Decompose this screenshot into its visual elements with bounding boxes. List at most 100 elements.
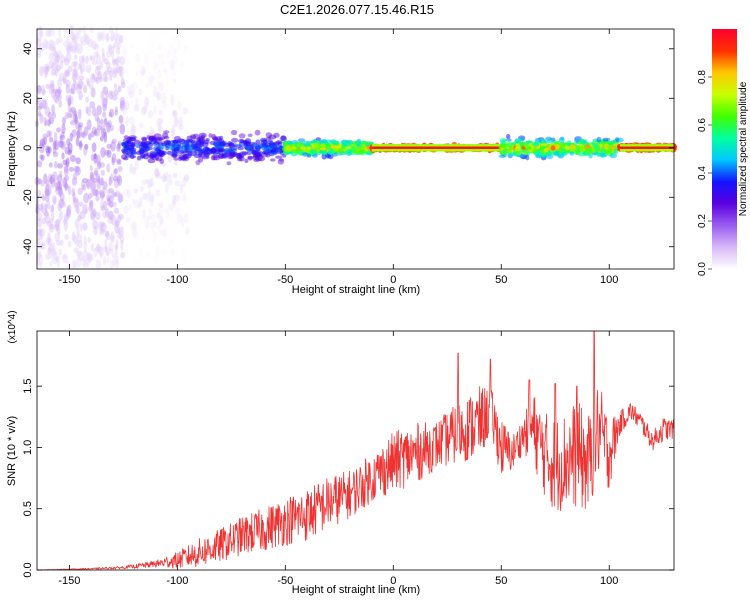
spectrogram-cell (95, 53, 101, 65)
spectrogram-cell (103, 200, 108, 211)
spectrogram-cell (65, 83, 70, 94)
spectrogram-cell (38, 241, 44, 250)
spectrogram-cell (172, 110, 177, 116)
x-tick-label: -100 (166, 575, 188, 587)
spectrogram-cell (56, 89, 62, 95)
spectrogram-cell (113, 83, 118, 90)
spectrogram-cell (93, 43, 100, 51)
spectrogram-cell (50, 174, 56, 183)
spectrogram-cell (262, 139, 268, 144)
spectrogram-cell (124, 68, 130, 76)
spectrogram-cell (108, 201, 114, 208)
spectrogram-cell (78, 239, 83, 249)
spectrogram-cell (57, 87, 62, 95)
spectrogram-cell (310, 140, 318, 144)
spectrogram-cell (67, 42, 72, 49)
spectrogram-cell (174, 180, 181, 187)
spectrogram-cell (123, 32, 129, 39)
spectrogram-cell (75, 28, 81, 36)
spectrogram-cell (62, 202, 67, 208)
spectrogram-cell (84, 143, 89, 151)
spectrogram-cell (104, 208, 110, 218)
spectrogram-cell (48, 130, 53, 138)
spectrogram-cell (65, 159, 70, 166)
spectrogram-cell (86, 106, 92, 117)
y-tick-label: 1.5 (22, 379, 34, 394)
spectrogram-cell (43, 211, 50, 217)
spectrogram-cell (69, 154, 76, 163)
spectrogram-cell (90, 190, 94, 198)
spectrogram-cell (87, 252, 92, 263)
spectrogram-cell (112, 175, 119, 182)
spectrogram-cell (37, 218, 42, 228)
colorbar-tick-label: 0.0 (697, 262, 708, 276)
spectrogram-cell (130, 123, 136, 135)
spectrogram-cell (47, 247, 52, 254)
spectrogram-cell (68, 107, 74, 119)
spectrogram-cell (147, 214, 151, 221)
spectrogram-cell (78, 55, 85, 64)
spectrogram-cell (39, 139, 45, 147)
y-tick-label: 0.5 (22, 501, 34, 516)
spectrogram-cell (40, 228, 46, 237)
spectrogram-cell (269, 158, 276, 162)
spectrogram-cell (270, 148, 277, 153)
spectrogram-cell (115, 218, 119, 229)
spectrogram-cell (265, 148, 270, 153)
spectrogram-cell (186, 135, 193, 141)
spectrogram-cell (77, 124, 83, 131)
spectrogram-cell (170, 94, 175, 106)
spectrogram-cell (187, 151, 193, 156)
spectrogram-cell (59, 134, 63, 144)
spectrogram-cell (247, 133, 253, 138)
spectrogram-cell (244, 158, 249, 164)
spectrogram-cell (157, 122, 162, 132)
spectrogram-cell (103, 255, 106, 266)
spectrogram-cell (107, 216, 114, 224)
spectrogram-cell (92, 208, 97, 217)
spectrogram-cell (107, 43, 113, 52)
spectrogram-cell (148, 195, 154, 201)
spectrogram-cell (99, 252, 103, 259)
spectrogram-cell (73, 66, 78, 76)
spectrogram-cell (159, 152, 164, 158)
spectrogram-cell (173, 172, 178, 179)
spectrogram-cell (72, 197, 79, 204)
spectrogram-cell (76, 83, 82, 94)
spectrogram-cell (87, 237, 91, 243)
spectrogram-x-ticks: -150 -100 -50 0 50 100 (58, 29, 618, 286)
y-tick-label: -40 (22, 239, 34, 255)
spectrogram-cell (76, 32, 81, 39)
spectrogram-cell (91, 73, 96, 80)
spectrogram-cell (104, 117, 108, 126)
spectrogram-cell (75, 166, 81, 176)
spectrogram-cell (67, 240, 72, 248)
spectrogram-cell (44, 41, 51, 50)
spectrogram-cell (71, 129, 77, 138)
spectrogram-cell (64, 181, 68, 192)
spectrogram-cell (172, 199, 176, 207)
spectrogram-cell (101, 246, 107, 252)
spectrogram-cell (253, 158, 260, 162)
spectrogram-cell (65, 70, 71, 77)
spectrogram-cell (105, 33, 110, 42)
spectrogram-cell (70, 45, 73, 52)
spectrogram-cell (157, 211, 161, 218)
spectrogram-cell (142, 209, 147, 219)
spectrogram-cell (74, 203, 78, 213)
spectrogram-cell (42, 38, 49, 49)
spectrogram-cell (59, 192, 65, 202)
spectrogram-cell (160, 92, 167, 104)
spectrogram-cell (116, 174, 122, 182)
spectrogram-cell (117, 140, 122, 146)
spectrogram-cell (158, 171, 162, 180)
spectrogram-cell (64, 146, 71, 155)
spectrogram-cell (72, 192, 76, 202)
spectrogram-cell (52, 151, 59, 158)
spectrogram-cell (169, 248, 176, 255)
spectrogram-cell (100, 124, 106, 133)
spectrogram-cell (75, 136, 80, 147)
spectrogram-cell (96, 65, 102, 71)
spectrogram-cell (254, 129, 261, 136)
spectrogram-cell (154, 91, 160, 99)
